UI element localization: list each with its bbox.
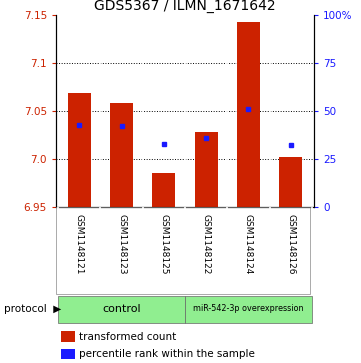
Text: percentile rank within the sample: percentile rank within the sample: [79, 349, 255, 359]
Text: control: control: [102, 304, 141, 314]
Text: transformed count: transformed count: [79, 332, 177, 342]
Bar: [279, 157, 303, 207]
Bar: [61, 331, 75, 342]
Bar: [237, 22, 260, 207]
Bar: [195, 132, 218, 207]
Text: protocol  ▶: protocol ▶: [4, 305, 61, 314]
Text: miR-542-3p overexpression: miR-542-3p overexpression: [193, 304, 304, 313]
Text: GSM1148123: GSM1148123: [117, 214, 126, 274]
Bar: [61, 348, 75, 359]
FancyBboxPatch shape: [58, 295, 185, 323]
Title: GDS5367 / ILMN_1671642: GDS5367 / ILMN_1671642: [94, 0, 276, 13]
Text: GSM1148126: GSM1148126: [286, 214, 295, 274]
Text: GSM1148122: GSM1148122: [202, 214, 211, 274]
Text: GSM1148125: GSM1148125: [159, 214, 168, 274]
Text: GSM1148121: GSM1148121: [75, 214, 84, 274]
Bar: [152, 173, 175, 207]
Bar: [110, 103, 133, 207]
Bar: [68, 93, 91, 207]
FancyBboxPatch shape: [185, 295, 312, 323]
Text: GSM1148124: GSM1148124: [244, 214, 253, 274]
